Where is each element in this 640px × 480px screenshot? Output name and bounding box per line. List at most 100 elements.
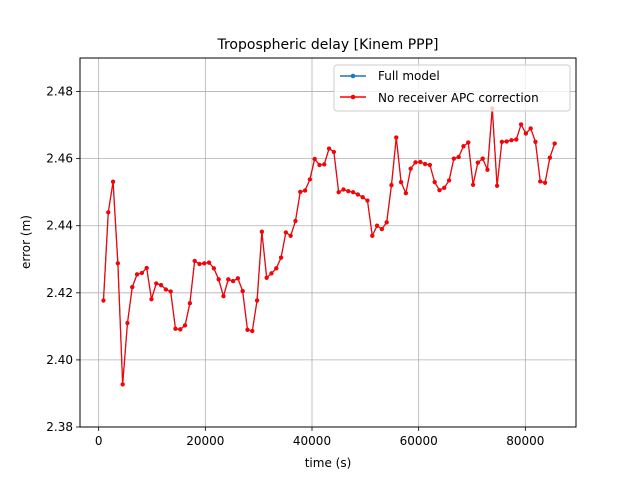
data-point (101, 298, 106, 303)
data-point (542, 180, 548, 185)
data-point (446, 178, 452, 183)
data-point (360, 195, 365, 200)
data-point (312, 156, 317, 162)
data-point (269, 271, 274, 276)
data-point (298, 189, 303, 194)
data-point (514, 137, 519, 142)
data-point (408, 166, 413, 171)
data-point (379, 226, 384, 232)
data-point (523, 131, 528, 136)
y-tick-label: 2.42 (46, 286, 73, 300)
legend-label-full-model: Full model (378, 69, 440, 83)
data-point (254, 298, 260, 303)
y-axis-label: error (m) (19, 215, 33, 269)
data-point (326, 146, 332, 151)
data-point (346, 189, 351, 194)
data-point (398, 180, 404, 185)
data-point (206, 260, 212, 265)
data-point (149, 297, 154, 302)
data-point (197, 261, 202, 267)
data-point (389, 183, 394, 188)
data-point (115, 261, 120, 266)
plot-area-frame (79, 57, 577, 428)
data-point (418, 159, 423, 165)
x-tick-label: 40000 (293, 434, 331, 448)
data-point (480, 156, 485, 161)
y-tick-label: 2.44 (46, 219, 73, 233)
data-point (509, 138, 514, 143)
data-point (442, 185, 447, 190)
data-point (125, 320, 130, 326)
data-point (552, 141, 557, 146)
data-point (283, 230, 288, 235)
data-point (211, 266, 216, 271)
y-tick-label: 2.46 (46, 152, 73, 166)
x-tick-label: 0 (95, 434, 103, 448)
x-tick-label: 80000 (506, 434, 544, 448)
legend-label-no-apc: No receiver APC correction (378, 91, 539, 105)
series-group (101, 106, 557, 387)
y-tick-label: 2.48 (46, 85, 73, 99)
data-point (307, 177, 312, 182)
data-point (144, 265, 149, 271)
data-point (245, 327, 250, 332)
data-point (427, 162, 432, 168)
data-point (178, 327, 183, 332)
data-point (317, 162, 322, 168)
data-point (336, 190, 341, 195)
data-point (250, 328, 255, 334)
data-point (355, 192, 360, 197)
data-point (288, 233, 293, 238)
data-point (264, 275, 269, 280)
data-point (518, 122, 524, 127)
data-point (370, 233, 375, 238)
data-point (533, 139, 538, 144)
data-point (350, 190, 356, 195)
data-point (293, 218, 298, 224)
data-point (384, 220, 389, 225)
data-point (187, 301, 192, 306)
data-point (221, 294, 226, 299)
data-point (394, 135, 399, 140)
data-point (341, 187, 346, 192)
data-point (216, 277, 221, 282)
data-point (538, 179, 543, 184)
legend: Full model No receiver APC correction (333, 64, 571, 112)
data-point (403, 191, 408, 196)
data-point (451, 156, 456, 161)
data-point (499, 139, 504, 144)
data-point (154, 281, 159, 286)
data-point (192, 258, 197, 264)
data-point (139, 270, 144, 276)
x-tick-label: 20000 (186, 434, 224, 448)
data-point (475, 160, 480, 165)
chart-title: Tropospheric delay [Kinem PPP] (216, 37, 438, 53)
data-point (182, 323, 188, 328)
data-point (494, 183, 500, 188)
data-point (130, 285, 135, 290)
data-point (163, 287, 168, 292)
data-point (470, 182, 476, 187)
data-point (106, 210, 111, 215)
data-point (120, 382, 125, 387)
legend-box (333, 64, 571, 112)
data-point (158, 283, 164, 288)
legend-marker-no-apc (350, 94, 356, 100)
data-point (168, 289, 173, 294)
data-point (226, 277, 231, 282)
data-point (322, 162, 327, 167)
data-point (274, 266, 279, 271)
data-point (240, 289, 245, 294)
data-point (259, 229, 264, 234)
data-point (528, 126, 533, 131)
data-point (235, 276, 240, 281)
data-point (547, 155, 552, 160)
data-point (302, 188, 308, 193)
data-point (466, 140, 471, 145)
data-point (504, 139, 509, 144)
data-point (110, 179, 116, 184)
data-point (413, 160, 418, 165)
data-point (456, 154, 461, 160)
legend-marker-full-model (350, 73, 356, 79)
